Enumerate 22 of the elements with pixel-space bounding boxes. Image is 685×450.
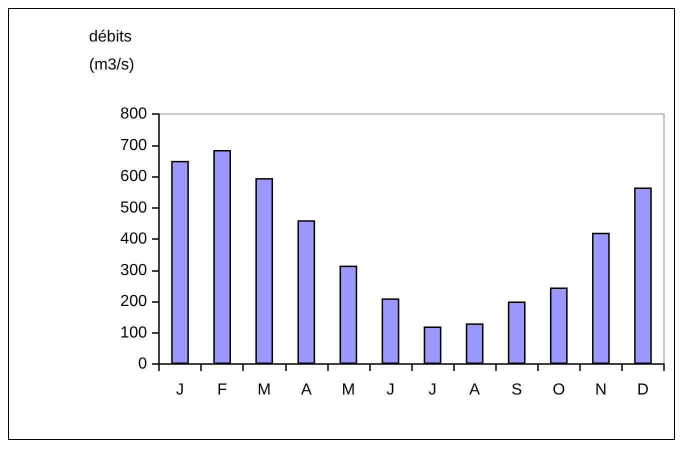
x-tick-label: N <box>595 382 607 398</box>
y-axis-title: débits (m3/s) <box>89 28 134 74</box>
x-tick-label: S <box>511 382 522 398</box>
y-tick-label: 700 <box>120 136 148 154</box>
y-tick-label: 400 <box>120 230 148 248</box>
x-tick-label: O <box>552 382 566 398</box>
y-tick-label: 200 <box>120 293 148 310</box>
y-tick-label: 300 <box>120 262 148 279</box>
x-tick-label: F <box>217 382 228 398</box>
x-tick-label: M <box>258 382 271 398</box>
x-tick-label: M <box>342 382 356 398</box>
y-tick-label: 500 <box>120 199 148 216</box>
x-tick-label: D <box>637 382 649 398</box>
x-tick-label: J <box>386 382 394 398</box>
y-tick-label: 600 <box>120 168 148 185</box>
x-tick-label: J <box>428 382 437 398</box>
x-tick-label: A <box>469 382 480 398</box>
y-tick-label: 800 <box>120 106 148 122</box>
x-tick-label: A <box>300 382 312 398</box>
x-tick-label: J <box>176 382 184 398</box>
y-tick-label: 0 <box>138 356 148 372</box>
y-tick-label: 100 <box>120 324 148 342</box>
